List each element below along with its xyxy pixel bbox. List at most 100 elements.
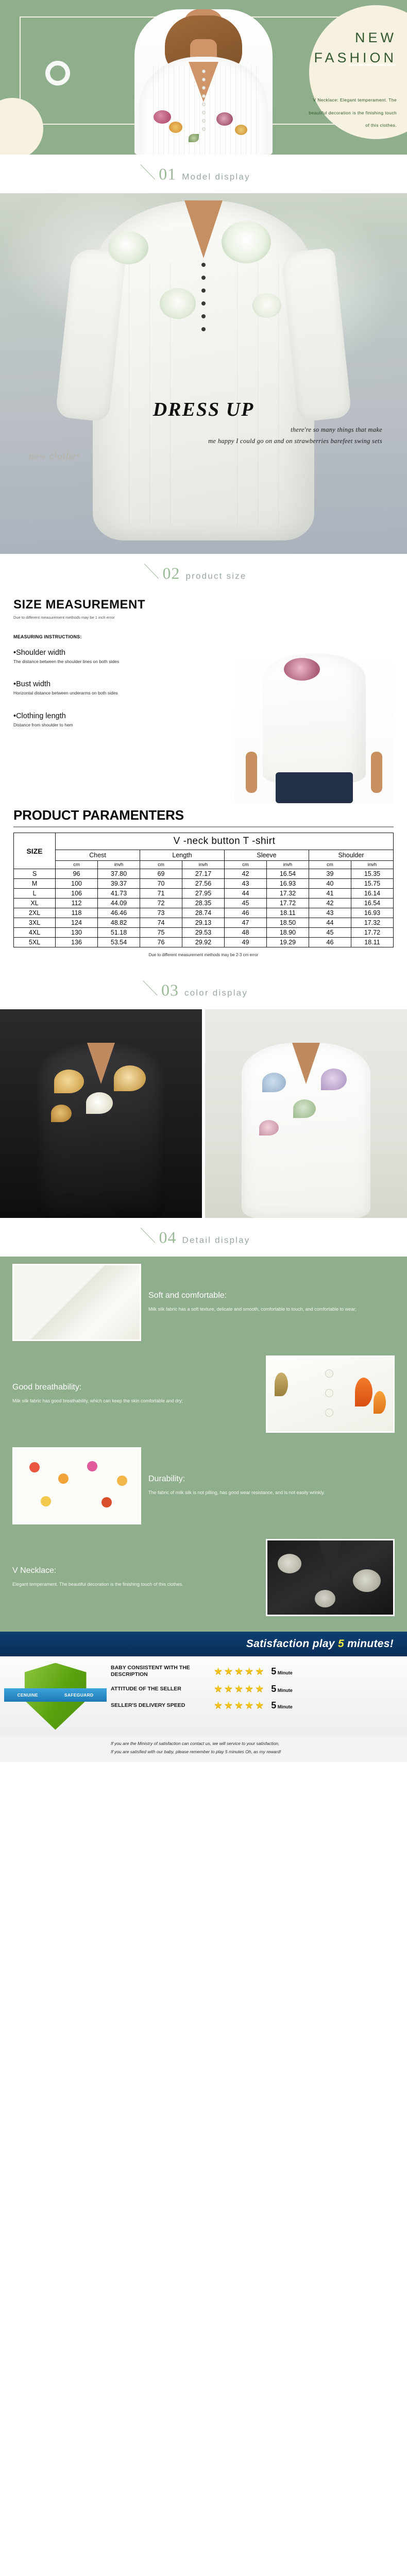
model-display-photo: DRESS UP there're so many things that ma… xyxy=(0,193,407,554)
floral-print-2 xyxy=(169,122,182,133)
color-variant-white[interactable] xyxy=(205,1009,407,1218)
floral-print-4 xyxy=(259,1120,279,1136)
table-row: cm invh cm invh cm invh cm invh xyxy=(14,860,394,869)
detail-photo-print xyxy=(12,1447,141,1524)
star-icon: ★ xyxy=(224,1684,233,1695)
decor-ring-white xyxy=(45,61,70,86)
section-number: 01 xyxy=(157,164,176,183)
banner-title: Satisfaction play 5 minutes! xyxy=(246,1638,394,1650)
table-header-size: SIZE xyxy=(13,833,56,869)
table-row: 3XL 124 48.82 74 29.13 47 18.50 44 17.32 xyxy=(13,918,394,928)
floral-print-center xyxy=(160,288,196,319)
cell-value: 16.54 xyxy=(266,869,309,879)
star-icon: ★ xyxy=(255,1684,264,1695)
rating-row: SELLER'S DELIVERY SPEED ★ ★ ★ ★ ★ 5 Minute xyxy=(111,1700,398,1711)
star-icon: ★ xyxy=(234,1666,244,1677)
size-chart-body: S 96 37.80 69 27.17 42 16.54 39 15.35 M 100 39.37 70… xyxy=(13,869,394,947)
measure-item-length: •Clothing length Distance from shoulder … xyxy=(13,712,226,728)
rating-value: 5 Minute xyxy=(271,1684,293,1694)
reference-floral-print xyxy=(284,658,320,681)
banner-title-number: 5 xyxy=(337,1638,344,1650)
blouse-v-neck xyxy=(87,1043,115,1084)
measure-item-shoulder: •Shoulder width The distance between the… xyxy=(13,649,226,665)
cell-value: 29.53 xyxy=(182,927,225,938)
table-unit-cm: cm xyxy=(55,860,98,869)
cell-value: 17.32 xyxy=(350,918,394,928)
cell-value: 28.35 xyxy=(182,898,225,908)
section-heading-product-size: 02 product size xyxy=(0,554,407,592)
banner-header: Satisfaction play 5 minutes! xyxy=(0,1632,407,1656)
star-rating: ★ ★ ★ ★ ★ xyxy=(214,1667,264,1676)
shield-band: CENUINE SAFEGUARD xyxy=(4,1688,107,1702)
photo-caption-dress-up: DRESS UP xyxy=(152,399,255,420)
shield-text-right: SAFEGUARD xyxy=(64,1692,94,1698)
star-rating: ★ ★ ★ ★ ★ xyxy=(214,1684,264,1694)
cell-value: 75 xyxy=(140,927,183,938)
cell-value: 27.95 xyxy=(182,888,225,899)
cell-value: 15.35 xyxy=(350,869,394,879)
satisfaction-banner: Satisfaction play 5 minutes! CENUINE SAF… xyxy=(0,1632,407,1762)
cell-value: 118 xyxy=(55,908,98,918)
hero-title: NEW FASHION xyxy=(314,28,397,68)
section-label: color display xyxy=(184,988,248,997)
detail-photo-buttons xyxy=(266,1355,395,1433)
detail-row-vneck: V Necklace: Elegant temperament. The bea… xyxy=(0,1532,407,1623)
blouse-button-placket xyxy=(198,65,209,142)
table-unit-cm: cm xyxy=(224,860,267,869)
photo-caption-line1: there're so many things that make xyxy=(291,426,382,433)
cell-value: 48 xyxy=(224,927,267,938)
table-row: 2XL 118 46.46 73 28.74 46 18.11 43 16.93 xyxy=(13,908,394,918)
table-row: SIZE V -neck button T -shirt xyxy=(13,833,394,869)
star-icon: ★ xyxy=(245,1700,254,1711)
table-row: 5XL 136 53.54 76 29.92 49 19.29 46 18.11 xyxy=(13,937,394,947)
model-arm-left xyxy=(246,752,258,793)
detail-text: Milk silk fabric has a soft texture, del… xyxy=(148,1306,357,1312)
table-row: S 96 37.80 69 27.17 42 16.54 39 15.35 xyxy=(13,869,394,879)
star-icon: ★ xyxy=(214,1666,223,1677)
section-heading-color-display: 03 color display xyxy=(0,971,407,1009)
measure-item-desc: Distance from shoulder to hem xyxy=(13,722,73,727)
detail-display-block: Soft and comfortable: Milk silk fabric h… xyxy=(0,1257,407,1632)
detail-text: Elegant temperament. The beautiful decor… xyxy=(12,1581,183,1587)
detail-heading: Good breathability: xyxy=(12,1382,82,1392)
detail-text: Milk silk fabric has good breathability,… xyxy=(12,1398,183,1403)
detail-row-soft: Soft and comfortable: Milk silk fabric h… xyxy=(0,1257,407,1348)
cell-value: 18.50 xyxy=(266,918,309,928)
star-icon: ★ xyxy=(245,1666,254,1677)
measure-item-bust: •Bust width Horizontal distance between … xyxy=(13,680,226,696)
blouse-buttons xyxy=(199,254,208,347)
star-icon: ★ xyxy=(214,1684,223,1695)
table-row: L 106 41.73 71 27.95 44 17.32 41 16.14 xyxy=(13,888,394,899)
floral-print-1 xyxy=(154,110,171,124)
cell-value: 41.73 xyxy=(97,888,141,899)
cell-value: 106 xyxy=(55,888,98,899)
size-measurement-title: SIZE MEASUREMENT xyxy=(13,598,146,612)
product-parameters-block: PRODUCT PARAMENTERS SIZE V -neck button … xyxy=(0,803,407,971)
cell-value: 16.14 xyxy=(350,888,394,899)
cell-value: 28.74 xyxy=(182,908,225,918)
cell-value: 42 xyxy=(224,869,267,879)
detail-heading: V Necklace: xyxy=(12,1566,57,1575)
measuring-instructions-label: MEASURING INSTRUCTIONS: xyxy=(13,634,82,639)
model-jeans xyxy=(275,772,353,803)
table-group-shoulder: Shoulder xyxy=(308,850,394,861)
cell-value: 100 xyxy=(55,878,98,889)
rating-rows: BABY CONSISTENT WITH THE DESCRIPTION ★ ★ ★ ★… xyxy=(111,1662,407,1731)
floral-print-2 xyxy=(321,1069,347,1090)
cell-value: 48.82 xyxy=(97,918,141,928)
star-icon: ★ xyxy=(234,1700,244,1711)
cell-value: 130 xyxy=(55,927,98,938)
detail-photo-fabric xyxy=(12,1264,141,1341)
floral-print-left xyxy=(108,231,148,264)
floral-print-4 xyxy=(51,1105,72,1122)
leaf-print-1 xyxy=(189,134,199,142)
model-arm-right xyxy=(371,752,382,793)
color-variant-black[interactable] xyxy=(0,1009,202,1218)
rating-number: 5 xyxy=(271,1700,277,1711)
cell-value: 69 xyxy=(140,869,183,879)
cell-value: 76 xyxy=(140,937,183,947)
measure-item-title: •Shoulder width xyxy=(13,649,65,657)
detail-text: The fabric of milk silk is not pilling, … xyxy=(148,1489,325,1495)
size-measurement-block: SIZE MEASUREMENT Due to different measur… xyxy=(0,592,407,803)
rating-unit: Minute xyxy=(276,1670,293,1675)
